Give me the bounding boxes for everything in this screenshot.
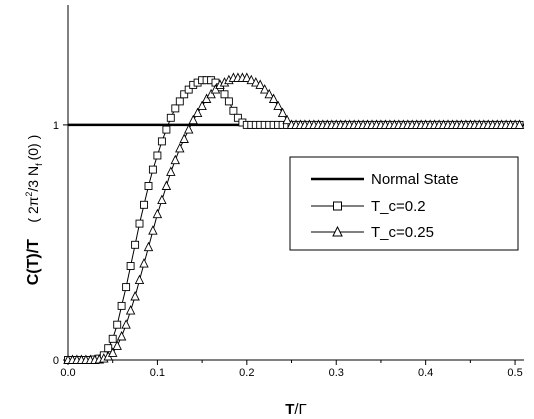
y-axis-label-unit-mid: /3 N: [25, 166, 41, 192]
data-point-triangle: [242, 72, 252, 82]
data-point-square: [229, 106, 238, 115]
y-axis-label-unit-open: ( 2π: [25, 196, 41, 222]
data-point-triangle: [121, 319, 131, 329]
data-point-square: [175, 97, 184, 106]
y-axis-label: C(T)/T ( 2π2/3 Nf (0) ): [24, 135, 44, 286]
data-point-triangle: [116, 330, 127, 341]
data-point-triangle: [179, 133, 189, 143]
x-tick-label: 0.1: [150, 367, 165, 379]
data-point-square: [171, 104, 180, 113]
data-point-triangle: [157, 194, 167, 205]
data-point-triangle: [264, 88, 274, 99]
data-point-triangle: [125, 305, 136, 315]
data-point-triangle: [251, 77, 261, 87]
data-point-square: [166, 113, 175, 122]
data-point-square: [220, 90, 229, 99]
data-point-square: [224, 97, 233, 106]
data-point-square: [153, 151, 162, 160]
data-point-triangle: [514, 119, 525, 129]
data-point-square: [122, 283, 131, 292]
data-point-triangle: [152, 208, 163, 219]
data-point-triangle: [197, 100, 207, 111]
data-point-triangle: [201, 93, 212, 103]
data-point-square: [104, 344, 113, 353]
y-tick-label: 1: [53, 120, 59, 132]
data-point-square: [113, 320, 122, 329]
y-axis-label-main: C(T)/T: [25, 239, 42, 285]
data-point-triangle: [246, 74, 257, 85]
data-point-triangle: [139, 258, 149, 268]
data-point-triangle: [143, 241, 154, 252]
data-point-square: [162, 125, 171, 134]
data-point-triangle: [148, 225, 158, 235]
series-layer: [63, 72, 525, 364]
data-point-triangle: [183, 124, 194, 134]
series-t-c-0-25: [63, 72, 525, 364]
legend: Normal State T_c=0.2 T_c=0.25: [289, 156, 519, 251]
data-point-square: [135, 219, 144, 228]
x-tick-label: 0.0: [60, 367, 75, 379]
data-point-triangle: [166, 166, 176, 176]
data-point-square: [131, 240, 140, 249]
data-point-triangle: [130, 290, 140, 301]
data-point-triangle: [107, 347, 118, 357]
data-point-square: [184, 85, 193, 94]
x-tick-label: 0.4: [418, 367, 433, 379]
y-tick-label: 0: [53, 355, 59, 367]
data-point-triangle: [273, 100, 283, 111]
data-point-square: [148, 165, 157, 174]
data-point-triangle: [161, 180, 172, 190]
data-point-square: [117, 301, 126, 310]
data-point-square: [126, 262, 135, 270]
y-axis-label-unit-sub: f: [34, 163, 44, 166]
x-tick-label: 0.2: [239, 367, 254, 379]
data-point-square: [157, 137, 166, 146]
data-point-triangle: [188, 114, 198, 125]
legend-entry-normal-state: Normal State: [311, 171, 459, 188]
axes: 0.0 0.1 0.2 0.3 0.4 0.5 0 1: [53, 5, 524, 379]
legend-label-normal-state: Normal State: [371, 171, 459, 188]
data-point-square: [144, 182, 153, 190]
data-point-triangle: [268, 93, 279, 103]
x-axis-label-rest: /Γ: [294, 401, 306, 418]
data-point-triangle: [175, 142, 185, 153]
legend-marker-square: [333, 201, 342, 211]
x-tick-label: 0.5: [507, 367, 522, 379]
data-point-triangle: [255, 79, 265, 89]
y-axis-label-unit-close: (0) ): [25, 135, 41, 161]
data-point-triangle: [277, 107, 288, 118]
data-point-triangle: [134, 274, 145, 285]
data-point-square: [108, 334, 117, 343]
data-point-triangle: [282, 114, 292, 125]
legend-entry-tc-025: T_c=0.25: [311, 224, 434, 241]
x-axis-label-main: T: [285, 401, 294, 418]
legend-label-tc-02: T_c=0.2: [371, 198, 426, 215]
legend-marker-triangle: [332, 225, 343, 237]
legend-box: [289, 156, 519, 251]
data-point-triangle: [112, 340, 122, 350]
data-point-square: [180, 90, 189, 99]
data-point-square: [233, 113, 242, 122]
y-axis-label-unit-sup: 2: [24, 192, 34, 197]
data-point-triangle: [192, 107, 203, 118]
data-point-triangle: [210, 84, 221, 94]
legend-entry-tc-02: T_c=0.2: [311, 198, 426, 215]
data-point-triangle: [170, 154, 181, 165]
x-axis-label: T/Γ: [285, 401, 307, 418]
data-point-triangle: [206, 88, 216, 99]
x-tick-label: 0.3: [329, 367, 344, 379]
legend-label-tc-025: T_c=0.25: [371, 224, 434, 241]
data-point-square: [140, 200, 148, 209]
data-point-triangle: [259, 84, 270, 94]
